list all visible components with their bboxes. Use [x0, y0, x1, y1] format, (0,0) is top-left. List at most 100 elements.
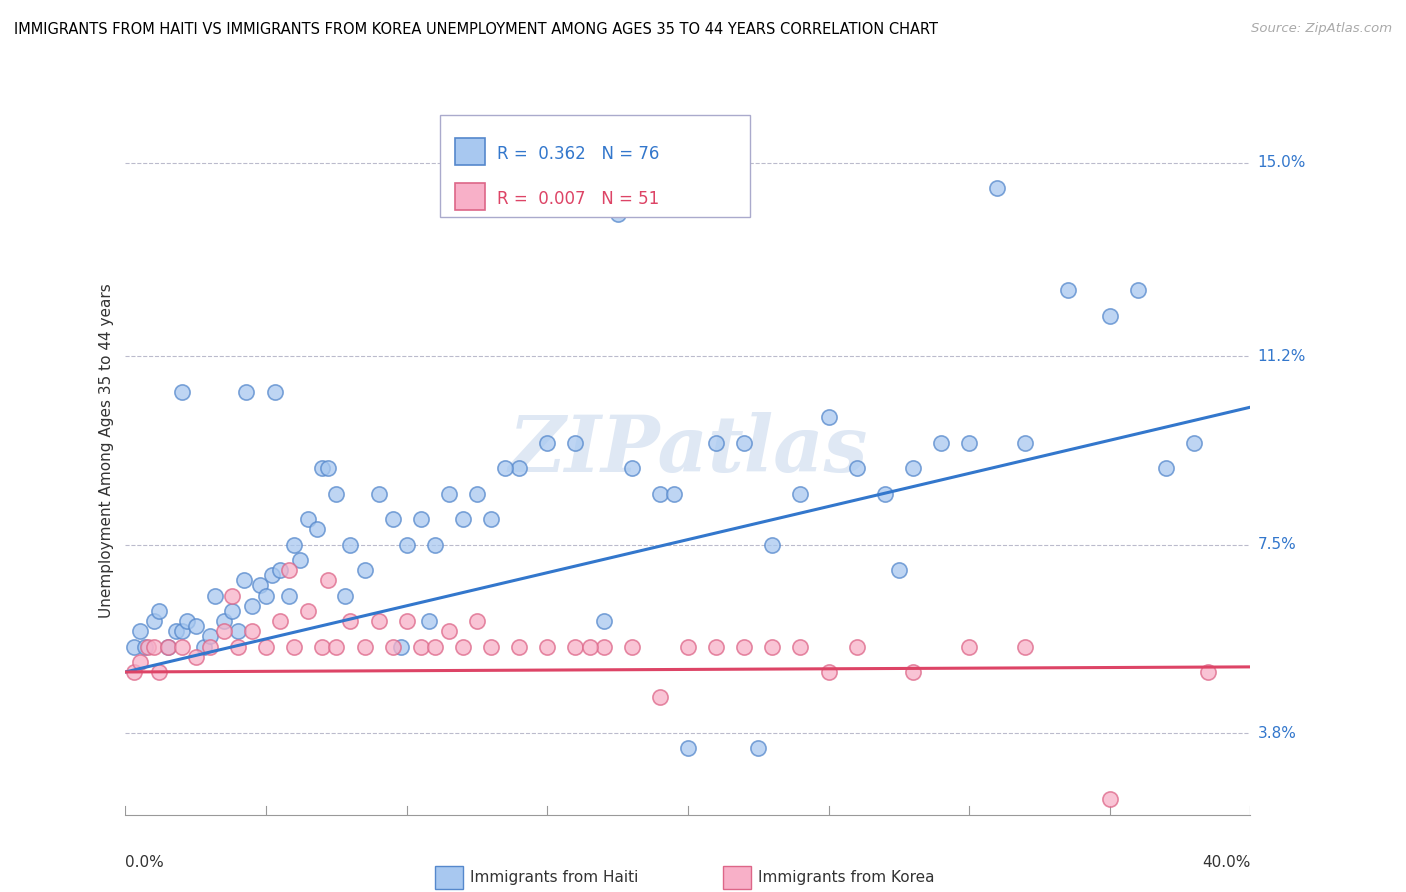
Point — [606, 207, 628, 221]
Y-axis label: Unemployment Among Ages 35 to 44 years: Unemployment Among Ages 35 to 44 years — [100, 283, 114, 618]
Point — [277, 563, 299, 577]
Point — [212, 624, 235, 639]
Point — [761, 640, 783, 654]
Point — [353, 563, 375, 577]
Point — [305, 522, 328, 536]
Text: IMMIGRANTS FROM HAITI VS IMMIGRANTS FROM KOREA UNEMPLOYMENT AMONG AGES 35 TO 44 : IMMIGRANTS FROM HAITI VS IMMIGRANTS FROM… — [14, 22, 938, 37]
Point — [817, 665, 839, 679]
Point — [789, 640, 811, 654]
Point — [704, 640, 727, 654]
Point — [283, 640, 305, 654]
Point — [128, 655, 150, 669]
Point — [648, 690, 671, 705]
Point — [648, 487, 671, 501]
Point — [418, 614, 440, 628]
Point — [134, 640, 156, 654]
Point — [254, 589, 277, 603]
Point — [226, 640, 249, 654]
Point — [592, 640, 614, 654]
Point — [148, 604, 170, 618]
Point — [277, 589, 299, 603]
Point — [297, 512, 319, 526]
Point — [1056, 283, 1078, 297]
Point — [283, 538, 305, 552]
Point — [1197, 665, 1219, 679]
Point — [128, 624, 150, 639]
Point — [269, 563, 291, 577]
Text: Source: ZipAtlas.com: Source: ZipAtlas.com — [1251, 22, 1392, 36]
Point — [353, 640, 375, 654]
Point — [901, 461, 924, 475]
Point — [437, 487, 460, 501]
Point — [620, 640, 643, 654]
Point — [240, 624, 263, 639]
Point — [254, 640, 277, 654]
Point — [226, 624, 249, 639]
Point — [409, 512, 432, 526]
Point — [409, 640, 432, 654]
Point — [240, 599, 263, 613]
Point — [325, 487, 347, 501]
Point — [676, 741, 699, 756]
Point — [339, 538, 361, 552]
Point — [578, 640, 600, 654]
Text: 40.0%: 40.0% — [1202, 855, 1250, 870]
Point — [451, 640, 474, 654]
Point — [389, 640, 412, 654]
Point — [957, 435, 980, 450]
Point — [136, 640, 159, 654]
Text: 0.0%: 0.0% — [125, 855, 165, 870]
Point — [311, 461, 333, 475]
Point — [1098, 792, 1121, 806]
Point — [221, 604, 243, 618]
Point — [184, 649, 207, 664]
Point — [170, 640, 193, 654]
Text: R =  0.007   N = 51: R = 0.007 N = 51 — [496, 190, 659, 208]
Point — [536, 435, 558, 450]
Point — [165, 624, 187, 639]
Point — [929, 435, 952, 450]
Point — [957, 640, 980, 654]
Point — [704, 435, 727, 450]
Point — [1126, 283, 1149, 297]
Text: R =  0.362   N = 76: R = 0.362 N = 76 — [496, 145, 659, 163]
Point — [249, 578, 271, 592]
Point — [170, 384, 193, 399]
Point — [465, 614, 488, 628]
Point — [142, 640, 165, 654]
Point — [156, 640, 179, 654]
Point — [198, 640, 221, 654]
Point — [204, 589, 226, 603]
Point — [263, 384, 285, 399]
Point — [1182, 435, 1205, 450]
Point — [122, 665, 145, 679]
Point — [1014, 435, 1036, 450]
Point — [142, 614, 165, 628]
Point — [1154, 461, 1177, 475]
Point — [479, 512, 502, 526]
Point — [176, 614, 198, 628]
Point — [333, 589, 356, 603]
Point — [761, 538, 783, 552]
Point — [733, 640, 755, 654]
Point — [122, 640, 145, 654]
Point — [367, 487, 389, 501]
Point — [845, 640, 868, 654]
Point — [986, 181, 1008, 195]
Point — [887, 563, 910, 577]
Point — [260, 568, 283, 582]
Point — [193, 640, 215, 654]
Point — [235, 384, 257, 399]
Point — [288, 553, 311, 567]
Point — [508, 640, 530, 654]
Point — [311, 640, 333, 654]
Point — [508, 461, 530, 475]
Point — [845, 461, 868, 475]
Text: Immigrants from Haiti: Immigrants from Haiti — [470, 871, 638, 886]
Point — [184, 619, 207, 633]
Point — [423, 538, 446, 552]
Point — [316, 461, 339, 475]
Point — [536, 640, 558, 654]
Point — [325, 640, 347, 654]
Text: Immigrants from Korea: Immigrants from Korea — [758, 871, 935, 886]
